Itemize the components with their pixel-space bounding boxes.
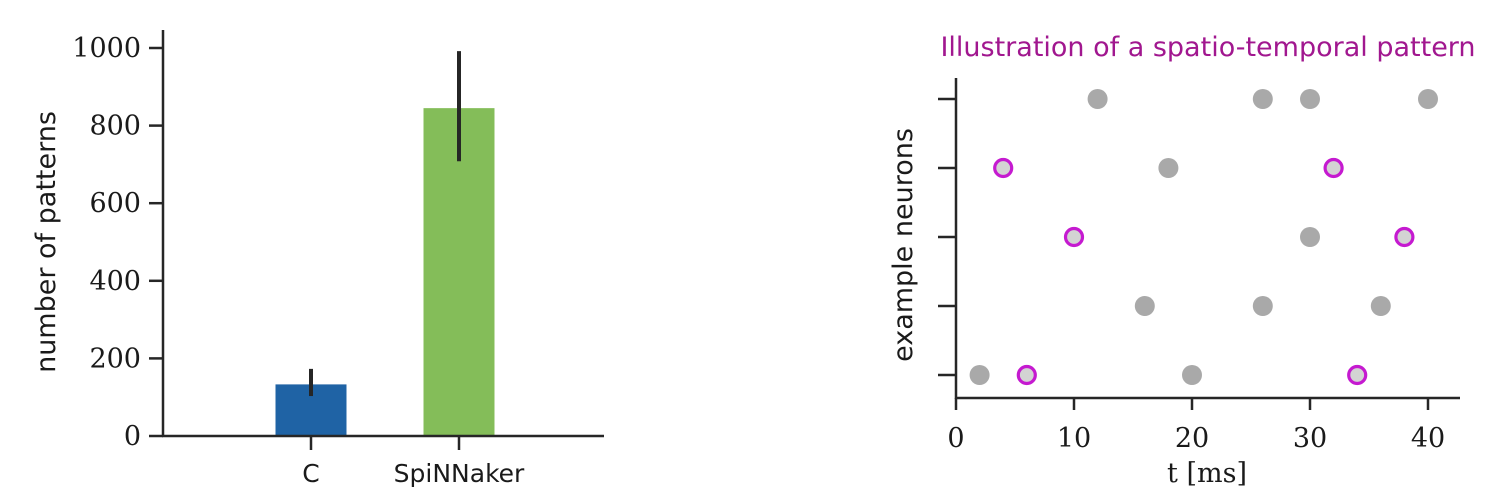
x-ticks: 0 10 20 30 40	[947, 398, 1445, 454]
background-spike-point	[1252, 89, 1273, 109]
x-ticks: C SpiNNaker	[302, 436, 525, 488]
pattern-spike-point	[993, 157, 1014, 179]
y-ticks	[938, 97, 956, 377]
pattern-spike-point	[1394, 226, 1415, 248]
y-axis-label: number of patterns	[31, 111, 62, 373]
pattern-spike-point	[1323, 157, 1344, 179]
background-spike-point	[1134, 296, 1155, 316]
y-tick-label: 600	[89, 188, 141, 219]
error-bars	[309, 51, 461, 397]
pattern-spike-point	[1016, 364, 1037, 386]
background-spike-point	[1182, 365, 1202, 385]
x-tick-label: 40	[1411, 423, 1445, 454]
background-spike-point	[1300, 227, 1320, 247]
background-spike-point	[1370, 296, 1391, 316]
background-spike-point	[1158, 158, 1179, 178]
y-tick-label: 200	[89, 343, 141, 374]
spike-points	[969, 89, 1438, 386]
pattern-spike-point	[1063, 226, 1085, 248]
x-tick-label: 0	[947, 423, 964, 454]
bar-marks	[275, 108, 495, 436]
x-tick-label: 10	[1057, 423, 1091, 454]
y-tick-label: 400	[89, 266, 141, 297]
background-spike-point	[1418, 89, 1438, 109]
bar-chart: 0 200 400 600 800 1000 C SpiNNaker number of p…	[31, 30, 604, 488]
y-tick-label: 1000	[72, 33, 141, 64]
y-tick-label: 0	[124, 421, 141, 452]
background-spike-point	[969, 365, 990, 385]
background-spike-point	[1300, 89, 1320, 109]
x-tick-label: 30	[1293, 423, 1327, 454]
y-axis-label: example neurons	[888, 128, 919, 362]
x-axis-label: t [ms]	[1167, 458, 1247, 489]
x-tick-label: 20	[1175, 423, 1209, 454]
raster-chart: Illustration of a spatio-temporal patter…	[888, 32, 1476, 489]
pattern-spike-point	[1347, 364, 1368, 386]
y-tick-label: 800	[89, 111, 141, 142]
chart-title: Illustration of a spatio-temporal patter…	[940, 32, 1475, 63]
x-tick-label: C	[302, 459, 319, 488]
bar-spinnaker	[423, 108, 495, 436]
y-ticks: 0 200 400 600 800 1000	[72, 33, 163, 452]
x-tick-label: SpiNNaker	[394, 459, 525, 488]
background-spike-point	[1087, 89, 1108, 109]
background-spike-point	[1252, 296, 1273, 316]
